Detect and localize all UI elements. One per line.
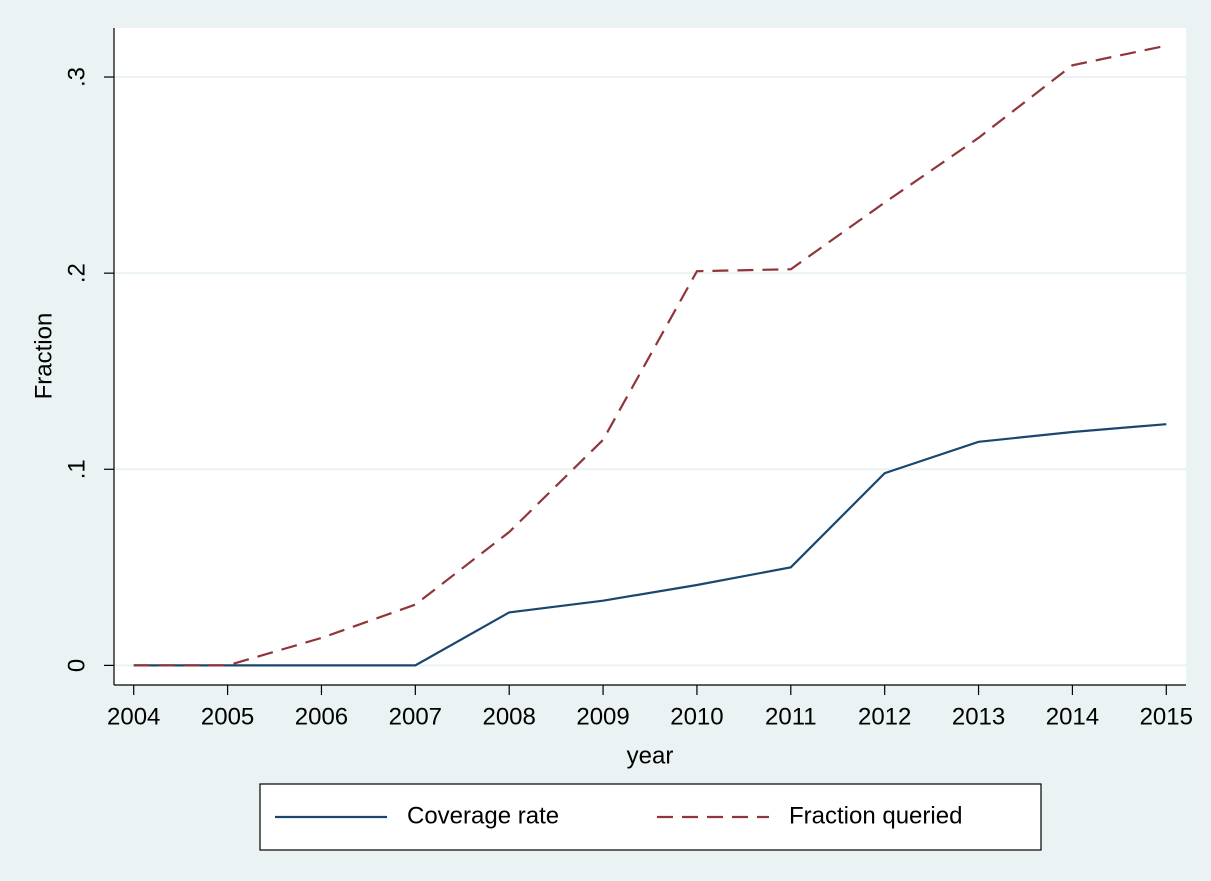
legend-label: Coverage rate	[407, 802, 559, 829]
y-tick-label: 0	[63, 659, 90, 672]
data-line	[133, 44, 1167, 667]
x-tick-label: 2006	[295, 703, 348, 730]
data-line	[133, 423, 1167, 667]
x-tick-label: 2014	[1046, 703, 1099, 730]
x-tick-label: 2010	[670, 703, 723, 730]
x-tick-label: 2012	[858, 703, 911, 730]
y-tick-label: .1	[63, 459, 90, 479]
y-tick-label: .2	[63, 263, 90, 283]
x-tick-label: 2007	[389, 703, 442, 730]
x-tick-label: 2013	[952, 703, 1005, 730]
x-tick-label: 2015	[1140, 703, 1193, 730]
x-axis-title: year	[627, 742, 674, 769]
x-tick-label: 2008	[482, 703, 535, 730]
legend-label: Fraction queried	[789, 802, 962, 829]
x-tick-label: 2004	[107, 703, 160, 730]
y-axis-title: Fraction	[30, 313, 57, 400]
x-tick-label: 2011	[765, 703, 817, 730]
x-tick-label: 2005	[201, 703, 254, 730]
y-tick-label: .3	[63, 67, 90, 87]
x-tick-label: 2009	[576, 703, 629, 730]
legend	[259, 783, 1042, 851]
